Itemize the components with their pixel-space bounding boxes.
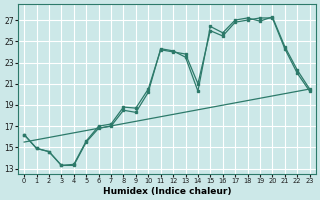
X-axis label: Humidex (Indice chaleur): Humidex (Indice chaleur): [103, 187, 231, 196]
